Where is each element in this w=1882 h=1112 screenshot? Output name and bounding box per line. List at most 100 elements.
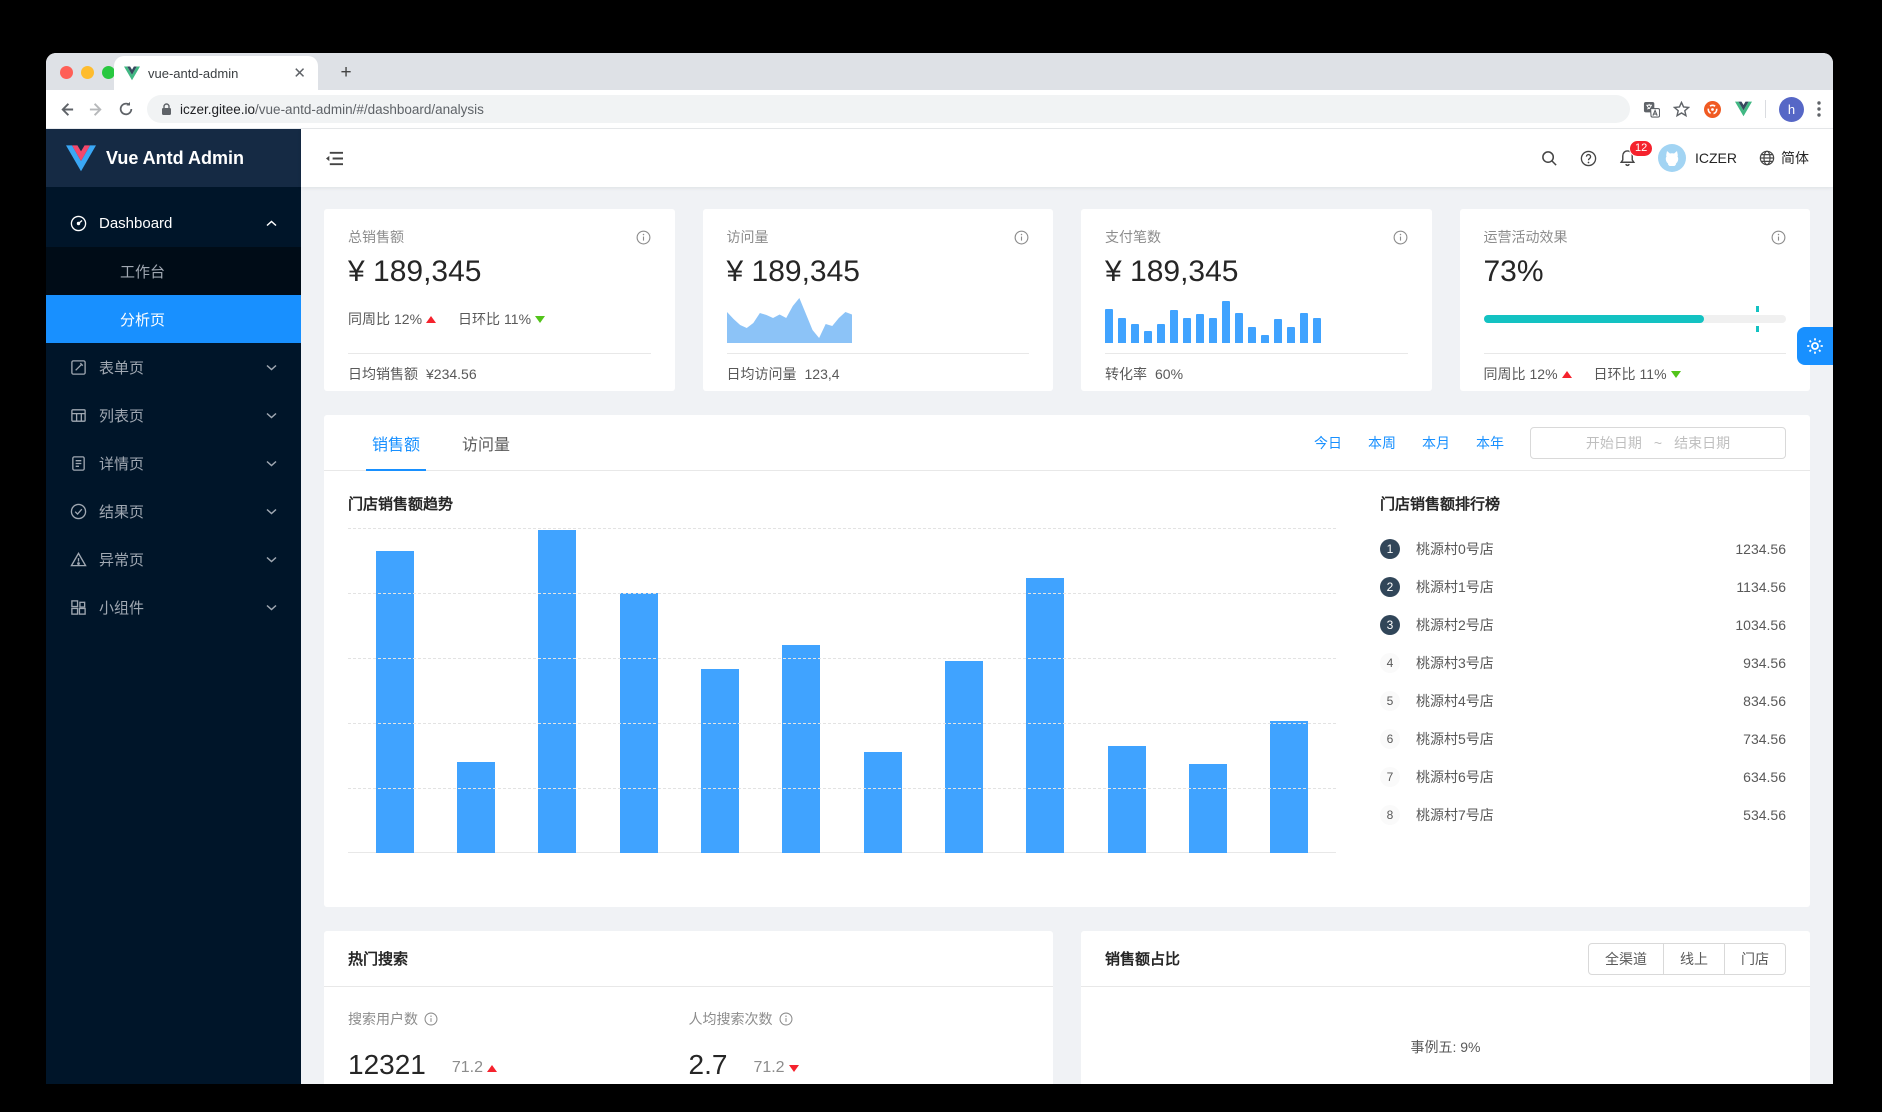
info-icon[interactable] — [779, 1012, 793, 1026]
app-logo[interactable]: Vue Antd Admin — [46, 129, 301, 187]
info-icon[interactable] — [1393, 230, 1408, 245]
stat-label: 搜索用户数 — [348, 1011, 418, 1027]
range-week[interactable]: 本周 — [1368, 434, 1396, 451]
sidebar-item-result[interactable]: 结果页 — [46, 487, 301, 535]
sidebar-item-workplace[interactable]: 工作台 — [46, 247, 301, 295]
new-tab-button[interactable]: + — [340, 62, 352, 83]
address-bar[interactable]: iczer.gitee.io/vue-antd-admin/#/dashboar… — [147, 95, 1630, 123]
reload-icon[interactable] — [118, 101, 134, 117]
username: ICZER — [1695, 150, 1737, 166]
rank-badge: 2 — [1380, 577, 1400, 597]
user-menu[interactable]: ICZER — [1658, 144, 1737, 172]
notifications[interactable]: 12 — [1619, 140, 1654, 167]
caret-up-icon — [426, 315, 437, 323]
tab-sales[interactable]: 销售额 — [365, 415, 427, 471]
store-value: 1034.56 — [1735, 617, 1786, 633]
translate-icon[interactable] — [1643, 101, 1660, 118]
sidebar-item-form[interactable]: 表单页 — [46, 343, 301, 391]
widgets-icon — [71, 599, 86, 615]
sidebar-item-analysis[interactable]: 分析页 — [46, 295, 301, 343]
mini-bar — [1196, 314, 1204, 343]
back-icon[interactable] — [58, 101, 75, 118]
sidebar-item-label: Dashboard — [99, 214, 173, 232]
forward-icon[interactable] — [88, 101, 105, 118]
bar — [944, 661, 983, 853]
store-value: 534.56 — [1743, 807, 1786, 823]
bar — [700, 669, 739, 853]
minimize-window-button[interactable] — [81, 66, 94, 79]
dashboard-submenu: 工作台 分析页 — [46, 247, 301, 343]
channel-store-button[interactable]: 门店 — [1724, 942, 1786, 975]
app-title: Vue Antd Admin — [106, 147, 244, 168]
payments-mini-bar-chart — [1105, 295, 1408, 343]
search-icon[interactable] — [1541, 150, 1558, 167]
sidebar-item-exception[interactable]: 异常页 — [46, 535, 301, 583]
bar — [456, 762, 495, 853]
info-icon[interactable] — [1014, 230, 1029, 245]
info-icon[interactable] — [636, 230, 651, 245]
table-icon — [71, 408, 86, 422]
browser-window: vue-antd-admin ✕ + iczer.gitee.io/vue-an… — [46, 53, 1833, 1084]
vue-favicon-icon — [124, 66, 140, 80]
mini-bar — [1105, 309, 1113, 343]
ranking-row: 7 桃源村6号店 634.56 — [1380, 758, 1786, 796]
browser-menu-icon[interactable] — [1817, 101, 1821, 117]
info-icon[interactable] — [1771, 230, 1786, 245]
range-year[interactable]: 本年 — [1476, 434, 1504, 451]
extension-orange-icon[interactable] — [1703, 100, 1722, 119]
ops-progress-bar — [1483, 306, 1786, 332]
sidebar-item-label: 详情页 — [99, 455, 145, 473]
progress-target-marker — [1755, 326, 1759, 332]
sidebar-item-dashboard[interactable]: Dashboard — [46, 199, 301, 247]
ranking-row: 1 桃源村0号店 1234.56 — [1380, 530, 1786, 568]
mini-bar — [1235, 313, 1243, 343]
stat-footer-label: 日均访问量 — [726, 366, 797, 382]
tab-close-icon[interactable]: ✕ — [293, 64, 306, 82]
store-value: 834.56 — [1743, 693, 1786, 709]
header-actions: 12 ICZER 简体 — [1541, 140, 1809, 172]
rank-badge: 7 — [1380, 767, 1400, 787]
sidebar: Vue Antd Admin Dashboard 工作台 分析页 — [46, 129, 301, 1084]
stat-card-title: 支付笔数 — [1105, 229, 1161, 245]
channel-online-button[interactable]: 线上 — [1663, 942, 1725, 975]
sidebar-item-label: 表单页 — [99, 359, 145, 377]
range-month[interactable]: 本月 — [1422, 434, 1450, 451]
date-separator: ~ — [1653, 434, 1663, 451]
info-icon[interactable] — [424, 1012, 438, 1026]
bookmark-star-icon[interactable] — [1673, 100, 1690, 118]
notification-badge: 12 — [1629, 140, 1654, 157]
ranking-title: 门店销售额排行榜 — [1380, 496, 1501, 513]
date-range-picker[interactable]: 开始日期 ~ 结束日期 — [1530, 426, 1786, 459]
store-name: 桃源村6号店 — [1416, 769, 1494, 785]
language-switcher[interactable]: 简体 — [1759, 148, 1809, 168]
settings-gear-button[interactable] — [1797, 327, 1833, 365]
mini-bar — [1209, 318, 1217, 343]
sidebar-item-list[interactable]: 列表页 — [46, 391, 301, 439]
trend-row: 同周比 12% 日环比 11% — [348, 309, 546, 329]
sidebar-item-widgets[interactable]: 小组件 — [46, 583, 301, 631]
range-today[interactable]: 今日 — [1314, 434, 1342, 451]
stat-card-visits: 访问量 ¥ 189,345 日均访问量 123,4 — [702, 209, 1053, 391]
dashboard-icon — [70, 215, 87, 231]
caret-down-icon — [535, 315, 546, 323]
extension-vue-icon[interactable] — [1735, 101, 1752, 117]
close-window-button[interactable] — [60, 66, 73, 79]
chevron-down-icon — [266, 364, 277, 371]
browser-profile-avatar[interactable]: h — [1779, 96, 1804, 122]
tab-visits[interactable]: 访问量 — [462, 436, 511, 454]
help-icon[interactable] — [1580, 150, 1597, 167]
store-value: 1134.56 — [1736, 579, 1786, 595]
mini-bar — [1313, 318, 1321, 343]
browser-tab[interactable]: vue-antd-admin ✕ — [114, 56, 318, 90]
store-name: 桃源村7号店 — [1416, 807, 1494, 823]
bar — [1188, 763, 1227, 853]
zoom-window-button[interactable] — [102, 66, 115, 79]
gridline — [348, 788, 1336, 789]
menu-fold-icon[interactable] — [325, 150, 344, 167]
chart-title: 门店销售额趋势 — [348, 496, 454, 513]
bar — [375, 550, 414, 853]
rank-badge: 4 — [1380, 653, 1400, 673]
channel-all-button[interactable]: 全渠道 — [1588, 942, 1664, 975]
sidebar-item-detail[interactable]: 详情页 — [46, 439, 301, 487]
